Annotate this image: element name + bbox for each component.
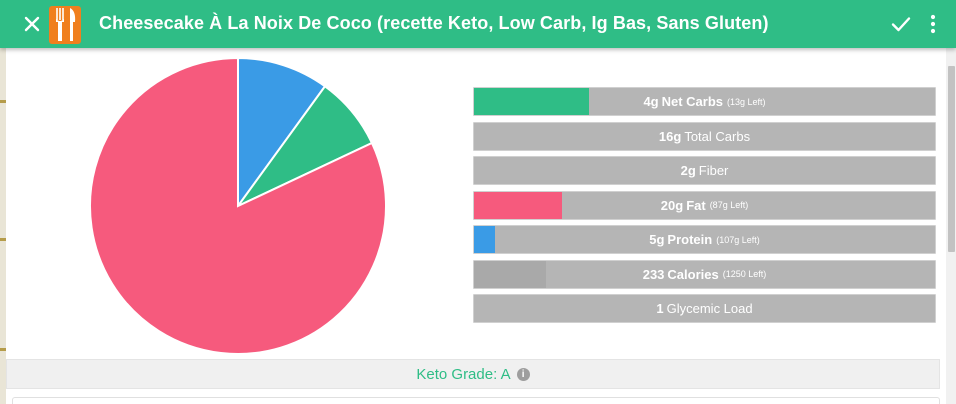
macro-name: Fiber [698, 163, 729, 178]
pie-slice-fat [89, 56, 387, 355]
close-icon[interactable] [20, 12, 44, 36]
macro-bar-label: 2g Fiber [474, 157, 935, 184]
macro-bar-label: 16g Total Carbs [474, 123, 935, 150]
macro-name: Calories [667, 266, 719, 282]
macro-value: 233 [642, 266, 665, 282]
macro-value: 4g [643, 94, 659, 109]
macro-bar-fill [474, 260, 547, 288]
macro-remaining: (87g Left) [709, 200, 749, 210]
macro-value: 20g [660, 197, 684, 213]
macro-bar-protein: 5g Protein (107g Left) [473, 225, 936, 254]
info-icon[interactable]: i [516, 367, 530, 381]
macro-name: Protein [667, 232, 713, 247]
macro-bar-total-carbs: 16g Total Carbs [473, 121, 936, 151]
scrollbar[interactable] [946, 48, 956, 404]
macro-bar-label: 1 Glycemic Load [474, 295, 935, 322]
macro-bar-glycemic-load: 1 Glycemic Load [473, 294, 936, 323]
macro-value: 2g [680, 163, 696, 178]
macro-bars: 4g Net Carbs (13g Left) 16g Total Carbs 2g Fib… [473, 87, 937, 329]
macro-bar-fill [474, 191, 562, 219]
scrollbar-thumb[interactable] [948, 66, 955, 252]
macro-value: 1 [656, 301, 664, 316]
macro-bar-label: 4g Net Carbs (13g Left) [474, 88, 935, 115]
macro-bar-fiber: 2g Fiber [473, 156, 936, 185]
recipe-title: Cheesecake À La Noix De Coco (recette Ke… [99, 13, 769, 33]
macro-bar-fat: 20g Fat (87g Left) [473, 190, 936, 220]
macro-name: Net Carbs [661, 94, 724, 109]
check-icon[interactable] [889, 12, 913, 36]
macro-bar-label: 20g Fat (87g Left) [474, 192, 935, 219]
nutrition-card: 4g Net Carbs (13g Left) 16g Total Carbs 2g Fib… [6, 48, 946, 404]
macro-name: Total Carbs [684, 128, 751, 144]
macro-bar-fill [474, 88, 590, 115]
fork-knife-logo [49, 6, 81, 44]
macro-value: 16g [658, 128, 682, 144]
next-card [12, 397, 940, 404]
macro-bar-label: 233 Calories (1250 Left) [474, 261, 935, 288]
app-toolbar: Cheesecake À La Noix De Coco (recette Ke… [0, 0, 956, 48]
macro-value: 5g [649, 232, 665, 247]
background-edge [0, 48, 6, 404]
pie-slice-protein [237, 56, 327, 210]
keto-grade-bar: Keto Grade: A i [6, 359, 940, 389]
more-vert-icon[interactable] [923, 12, 943, 36]
macro-pie-chart [89, 56, 387, 355]
macro-bar-fill [474, 226, 495, 253]
macro-name: Fat [686, 197, 706, 213]
keto-grade-label: Keto Grade: A [416, 365, 511, 383]
macro-remaining: (107g Left) [716, 234, 760, 245]
macro-name: Glycemic Load [666, 301, 753, 316]
macro-bar-net-carbs: 4g Net Carbs (13g Left) [473, 87, 936, 116]
macro-bar-calories: 233 Calories (1250 Left) [473, 259, 936, 289]
macro-remaining: (1250 Left) [722, 269, 767, 279]
macro-bar-label: 5g Protein (107g Left) [474, 226, 935, 253]
macro-remaining: (13g Left) [727, 96, 766, 107]
